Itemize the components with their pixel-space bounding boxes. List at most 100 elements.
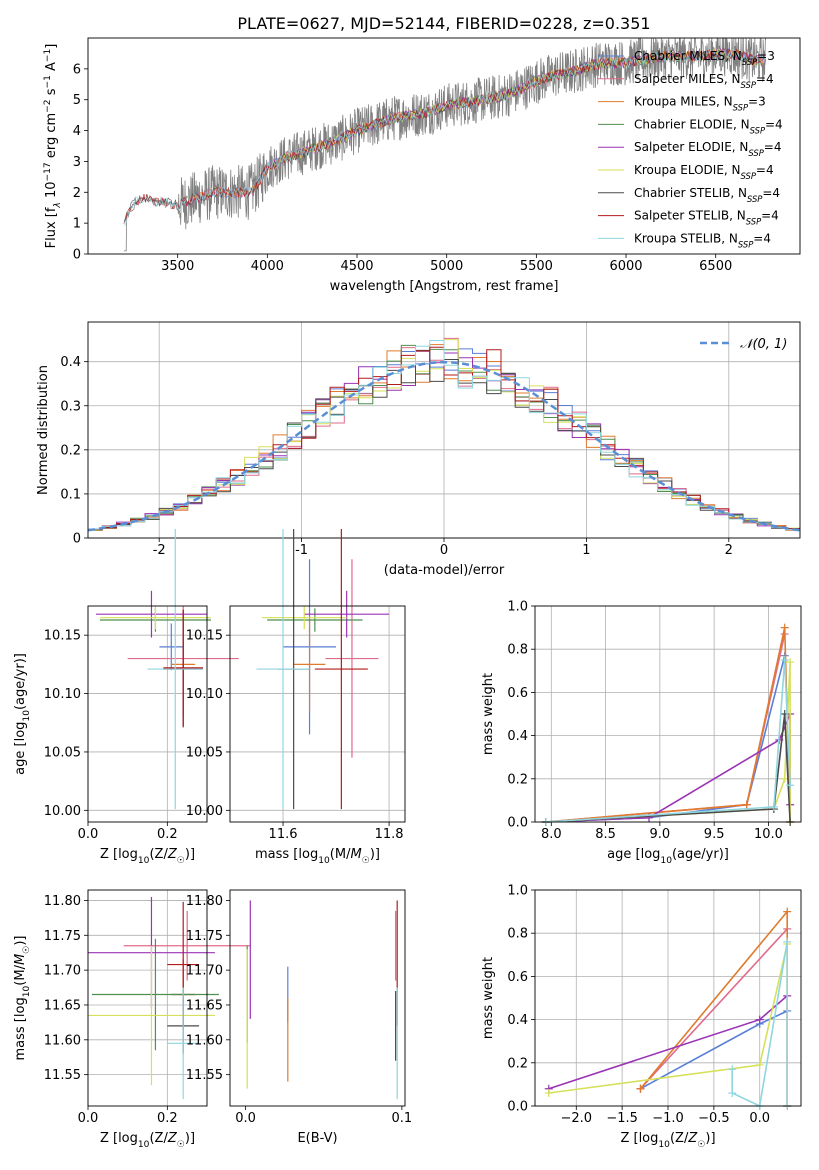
x-tick-label: −1.5 bbox=[606, 1111, 638, 1126]
y-tick-label: 11.65 bbox=[44, 998, 81, 1013]
x-tick-label: 0.0 bbox=[78, 827, 99, 842]
x-tick-label: −0.5 bbox=[698, 1111, 730, 1126]
y-tick-label: 6 bbox=[73, 62, 81, 77]
y-tick-label: 10.05 bbox=[44, 745, 81, 760]
x-tick-label: 8.0 bbox=[541, 827, 562, 842]
y-tick-label: 0.2 bbox=[507, 772, 528, 787]
mass-vs-metallicity-chart: 0.0 0.2 11.55 11.60 11.65 11.70 11.75 11.80 Z [l… bbox=[13, 889, 251, 1150]
data-point-errorbar bbox=[325, 559, 379, 758]
y-tick-label: 11.75 bbox=[44, 929, 81, 944]
x-tick-label: 5500 bbox=[520, 259, 553, 274]
y-tick-label: 0.3 bbox=[60, 399, 81, 414]
model-spectrum bbox=[123, 48, 766, 226]
x-axis-label: Z [log10(Z/Z☉)] bbox=[100, 1131, 195, 1150]
legend-label: 𝒩(0, 1) bbox=[740, 337, 787, 352]
x-tick-label: 6000 bbox=[609, 259, 642, 274]
x-tick-label: 11.8 bbox=[375, 827, 404, 842]
x-tick-label: 0.0 bbox=[78, 1111, 99, 1126]
series-line bbox=[545, 713, 791, 823]
x-tick-label: −1.0 bbox=[652, 1111, 684, 1126]
x-axis-label: wavelength [Angstrom, rest frame] bbox=[330, 279, 559, 294]
data-point-errorbar bbox=[304, 590, 390, 638]
legend-label: Salpeter STELIB, NSSP=4 bbox=[634, 209, 779, 227]
legend-label: Chabrier ELODIE, NSSP=4 bbox=[634, 117, 783, 135]
y-tick-label: 0.6 bbox=[507, 686, 528, 701]
x-tick-label: 6500 bbox=[699, 259, 732, 274]
data-point-errorbar bbox=[256, 528, 310, 810]
x-tick-label: 5000 bbox=[430, 259, 463, 274]
data-point bbox=[786, 658, 795, 667]
y-axis-label: mass [log10(M/M☉)] bbox=[13, 936, 32, 1061]
y-tick-label: 0 bbox=[73, 532, 81, 547]
y-axis-label: mass weight bbox=[481, 673, 496, 755]
data-point-errorbar bbox=[159, 623, 184, 671]
y-tick-label: 10.00 bbox=[44, 804, 81, 819]
series bbox=[541, 656, 795, 826]
series bbox=[541, 630, 789, 826]
y-tick-label: 10.10 bbox=[44, 687, 81, 702]
series-line bbox=[545, 713, 791, 823]
y-tick-label: 5 bbox=[73, 93, 81, 108]
x-axis-label: Z [log10(Z/Z☉)] bbox=[620, 1131, 715, 1150]
data-point-errorbar bbox=[95, 590, 207, 638]
series-line bbox=[545, 662, 791, 823]
x-tick-label: 9.0 bbox=[650, 827, 671, 842]
data-point-errorbar bbox=[167, 987, 200, 1100]
y-tick-label: 11.55 bbox=[186, 1068, 223, 1083]
data-point bbox=[742, 800, 751, 809]
normal-curve bbox=[87, 360, 801, 532]
x-tick-label: 4000 bbox=[251, 259, 284, 274]
x-tick-label: 0.0 bbox=[749, 1111, 770, 1126]
series-line bbox=[639, 928, 788, 1090]
series bbox=[541, 623, 795, 826]
y-tick-label: 11.70 bbox=[44, 964, 81, 979]
y-axis-label: age [log10(age/yr)] bbox=[13, 653, 32, 775]
x-tick-label: −2.0 bbox=[560, 1111, 592, 1126]
y-tick-label: 0.8 bbox=[507, 643, 528, 658]
series bbox=[541, 658, 795, 826]
x-tick-label: 0.1 bbox=[392, 1111, 413, 1126]
x-tick-label: 8.5 bbox=[595, 827, 616, 842]
data-point bbox=[780, 623, 789, 632]
y-tick-label: 0 bbox=[73, 248, 81, 263]
y-axis-label: Normed distribution bbox=[36, 365, 51, 495]
y-tick-label: 0.6 bbox=[507, 970, 528, 985]
y-tick-label: 0.4 bbox=[507, 729, 528, 744]
data-point bbox=[786, 781, 795, 790]
data-point bbox=[728, 1065, 737, 1074]
plot-frame bbox=[87, 889, 208, 1107]
x-tick-label: -2 bbox=[153, 543, 166, 558]
legend-label: Kroupa STELIB, NSSP=4 bbox=[634, 231, 771, 249]
data-point-errorbar bbox=[91, 938, 219, 1051]
plot-frame bbox=[534, 889, 802, 1107]
x-tick-label: 9.5 bbox=[704, 827, 725, 842]
data-point-errorbar bbox=[163, 609, 204, 727]
y-tick-label: 4 bbox=[73, 124, 81, 139]
figure-title: PLATE=0627, MJD=52144, FIBERID=0228, z=0… bbox=[237, 14, 650, 33]
data-point-errorbar bbox=[314, 528, 368, 810]
plot-frame bbox=[87, 605, 208, 823]
x-axis-label: mass [log10(M/M☉)] bbox=[255, 847, 380, 866]
x-tick-label: 10.0 bbox=[754, 827, 783, 842]
y-tick-label: 11.60 bbox=[186, 1033, 223, 1048]
x-axis-label: Z [log10(Z/Z☉)] bbox=[100, 847, 195, 866]
residual-distribution-chart: -2 -1 0 1 2 0 0.1 0.2 0.3 0.4 (data-model)/error No… bbox=[36, 321, 801, 578]
x-tick-label: 0.0 bbox=[235, 1111, 256, 1126]
data-point-errorbar bbox=[123, 910, 251, 981]
data-point bbox=[783, 907, 792, 916]
weight-vs-age-chart: 8.0 8.5 9.0 9.5 10.0 0.0 0.2 0.4 0.6 0.8 1.0 age [l… bbox=[481, 600, 802, 866]
y-tick-label: 2 bbox=[73, 186, 81, 201]
y-tick-label: 10.15 bbox=[186, 629, 223, 644]
plot-frame bbox=[87, 321, 801, 539]
y-tick-label: 0.1 bbox=[60, 487, 81, 502]
data-point bbox=[636, 1084, 645, 1093]
y-tick-label: 0.4 bbox=[507, 1013, 528, 1028]
x-tick-label: -1 bbox=[295, 543, 308, 558]
x-tick-label: 2 bbox=[725, 543, 733, 558]
y-tick-label: 3 bbox=[73, 155, 81, 170]
age-vs-metallicity-chart: 0.0 0.2 10.00 10.05 10.10 10.15 Z [log10(Z/Z☉)… bbox=[13, 528, 239, 866]
mass-vs-extinction-chart: 0.0 0.1 11.55 11.60 11.65 11.70 11.75 11.80 E(B-… bbox=[186, 889, 413, 1146]
x-tick-label: 3500 bbox=[161, 259, 194, 274]
data-point bbox=[755, 1015, 764, 1024]
